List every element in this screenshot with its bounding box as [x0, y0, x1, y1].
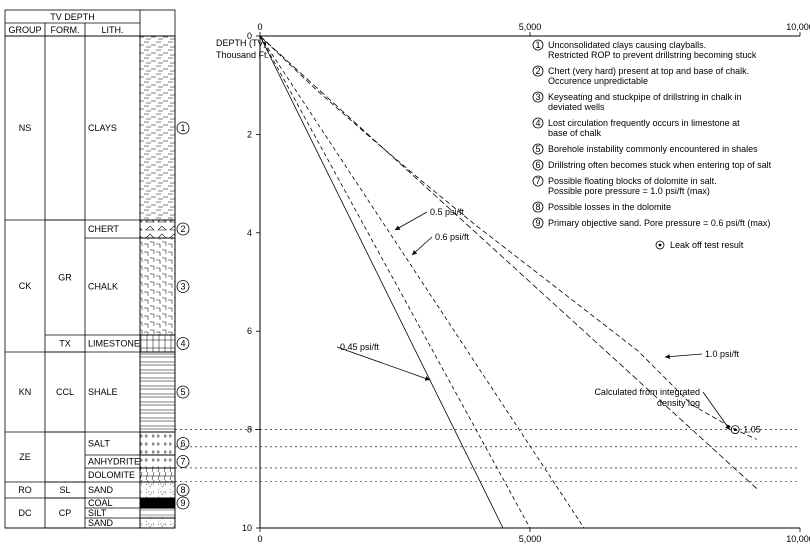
svg-text:4: 4 — [180, 339, 185, 349]
lith-chalk — [140, 238, 175, 335]
lith-silt — [140, 508, 175, 518]
svg-text:3: 3 — [535, 92, 540, 102]
lith-label-silt: SILT — [88, 508, 107, 518]
svg-text:Calculated from integrated: Calculated from integrated — [594, 387, 700, 397]
legend-text-6-0: Drillstring often becomes stuck when ent… — [548, 160, 772, 170]
legend-text-5-0: Borehole instability commonly encountere… — [548, 144, 758, 154]
svg-text:1: 1 — [535, 40, 540, 50]
group-ZE: ZE — [19, 452, 31, 462]
svg-text:0: 0 — [257, 22, 262, 32]
svg-text:10: 10 — [242, 523, 252, 533]
svg-text:2: 2 — [247, 129, 252, 139]
legend-text-3-1: deviated wells — [548, 102, 605, 112]
svg-text:0.6 psi/ft: 0.6 psi/ft — [435, 232, 470, 242]
svg-text:0.5 psi/ft: 0.5 psi/ft — [430, 207, 465, 217]
lith-label-limestone: LIMESTONE — [88, 339, 140, 349]
group-NS: NS — [19, 123, 32, 133]
svg-text:4: 4 — [247, 228, 252, 238]
lith-limestone — [140, 335, 175, 352]
form-SL: SL — [59, 485, 70, 495]
svg-text:1: 1 — [180, 123, 185, 133]
lith-sand — [140, 482, 175, 498]
figure-svg: TV DEPTH GROUP FORM. LITH. CLAYS 1 CHERT 2 CHALK… — [0, 0, 810, 554]
lith-sand — [140, 518, 175, 528]
svg-text:5,000: 5,000 — [519, 22, 542, 32]
lith-label-chalk: CHALK — [88, 282, 118, 292]
lith-shale — [140, 352, 175, 432]
lith-label-shale: SHALE — [88, 387, 118, 397]
form-TX: TX — [59, 339, 71, 349]
group-KN: KN — [19, 387, 32, 397]
grad-0.45 psi/ft — [260, 36, 503, 528]
legend-text-4-1: base of chalk — [548, 128, 602, 138]
lith-label-dolomite: DOLOMITE — [88, 470, 135, 480]
lith-dolomite — [140, 468, 175, 482]
grad-0.5 psi/ft — [260, 36, 530, 528]
lith-coal — [140, 498, 175, 508]
svg-text:9: 9 — [535, 218, 540, 228]
svg-text:10,000: 10,000 — [786, 22, 810, 32]
lith-salt — [140, 432, 175, 455]
page: TV DEPTH GROUP FORM. LITH. CLAYS 1 CHERT 2 CHALK… — [0, 0, 810, 554]
y-axis-label-1: DEPTH (TV) — [216, 38, 267, 48]
legend-text-1-0: Unconsolidated clays causing clayballs. — [548, 40, 706, 50]
svg-text:3: 3 — [180, 282, 185, 292]
legend-text-7-0: Possible floating blocks of dolomite in … — [548, 176, 717, 186]
svg-text:10,000: 10,000 — [786, 534, 810, 544]
lith-label-sand: SAND — [88, 518, 114, 528]
grad-0.6 psi/ft — [260, 36, 584, 528]
svg-text:density log: density log — [657, 398, 700, 408]
form-GR: GR — [58, 273, 72, 283]
grad-1.0 psi/ft — [260, 36, 757, 489]
form-CCL: CCL — [56, 387, 74, 397]
legend-text-3-0: Keyseating and stuckpipe of drillstring … — [548, 92, 742, 102]
hdr-tvdepth: TV DEPTH — [50, 12, 95, 22]
legend-text-9-0: Primary objective sand. Pore pressure = … — [548, 218, 770, 228]
hdr-form: FORM. — [51, 25, 80, 35]
group-DC: DC — [19, 508, 32, 518]
svg-text:5,000: 5,000 — [519, 534, 542, 544]
y-axis-label-2: Thousand Ft. — [216, 50, 269, 60]
lith-clays — [140, 36, 175, 220]
legend-text-2-0: Chert (very hard) present at top and bas… — [548, 66, 749, 76]
svg-text:4: 4 — [535, 118, 540, 128]
hdr-lith: LITH. — [101, 25, 123, 35]
svg-text:8: 8 — [180, 485, 185, 495]
svg-text:8: 8 — [535, 202, 540, 212]
svg-text:6: 6 — [535, 160, 540, 170]
svg-text:2: 2 — [535, 66, 540, 76]
lith-anhydrite — [140, 455, 175, 468]
hdr-group: GROUP — [8, 25, 41, 35]
svg-text:6: 6 — [247, 326, 252, 336]
lith-label-clays: CLAYS — [88, 123, 117, 133]
legend-text-1-1: Restricted ROP to prevent drillstring be… — [548, 50, 757, 60]
legend-text-4-0: Lost circulation frequently occurs in li… — [548, 118, 740, 128]
lith-label-anhydrite: ANHYDRITE — [88, 457, 140, 467]
legend-text-8-0: Possible losses in the dolomite — [548, 202, 671, 212]
legend-leakoff: Leak off test result — [670, 240, 744, 250]
svg-text:5: 5 — [535, 144, 540, 154]
legend-text-2-1: Occurence unpredictable — [548, 76, 648, 86]
svg-text:9: 9 — [180, 498, 185, 508]
group-RO: RO — [18, 485, 32, 495]
form-CP: CP — [59, 508, 72, 518]
svg-text:2: 2 — [180, 224, 185, 234]
legend-text-7-1: Possible pore pressure = 1.0 psi/ft (max… — [548, 186, 710, 196]
lith-label-chert: CHERT — [88, 224, 119, 234]
group-CK: CK — [19, 281, 32, 291]
svg-text:7: 7 — [180, 457, 185, 467]
svg-text:1.0 psi/ft: 1.0 psi/ft — [705, 349, 740, 359]
svg-text:5: 5 — [180, 387, 185, 397]
svg-text:7: 7 — [535, 176, 540, 186]
lith-label-sand: SAND — [88, 485, 114, 495]
svg-text:0: 0 — [257, 534, 262, 544]
lith-chert — [140, 220, 175, 238]
lith-label-salt: SALT — [88, 439, 110, 449]
lith-label-coal: COAL — [88, 498, 113, 508]
